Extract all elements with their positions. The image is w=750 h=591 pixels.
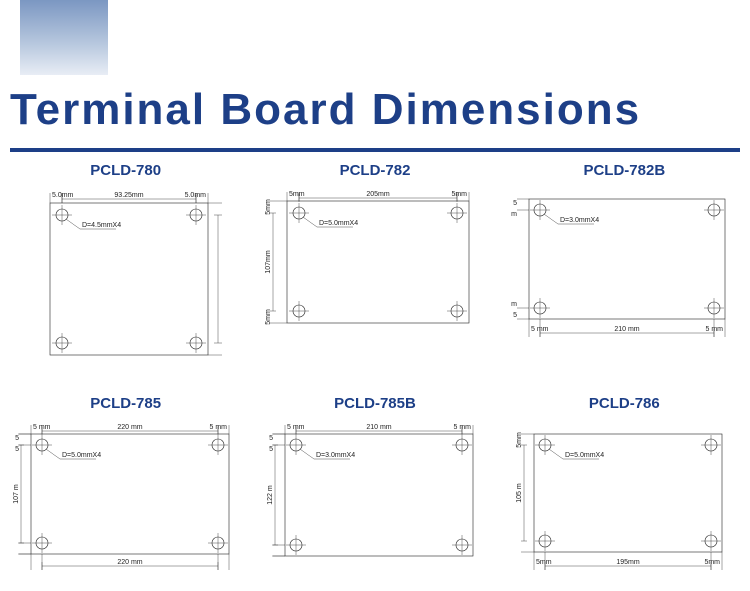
- board-cell: PCLD-785 220 mm 5 mm 5 mm 220 mm 107 m 5 5 D=5…: [10, 395, 241, 570]
- svg-text:5mm: 5mm: [265, 309, 272, 325]
- svg-text:m: m: [511, 211, 517, 218]
- svg-text:5: 5: [15, 435, 19, 442]
- svg-text:5mm: 5mm: [705, 559, 721, 566]
- svg-text:5.0mm: 5.0mm: [184, 192, 206, 199]
- board-title: PCLD-786: [589, 395, 660, 412]
- board-diagram: 93.25mm 5.0mm 5.0mm 104.25mm 5.0mm 5.0mm D=4.…: [26, 187, 226, 367]
- svg-text:D=3.0mmX4: D=3.0mmX4: [316, 452, 355, 459]
- svg-text:5: 5: [269, 446, 273, 453]
- svg-text:5.0mm: 5.0mm: [224, 198, 226, 220]
- svg-text:5mm: 5mm: [289, 191, 305, 198]
- svg-text:104.25mm: 104.25mm: [224, 262, 226, 295]
- svg-text:205mm: 205mm: [366, 191, 390, 198]
- svg-text:D=4.5mmX4: D=4.5mmX4: [82, 222, 121, 229]
- svg-text:D=5.0mmX4: D=5.0mmX4: [62, 452, 101, 459]
- page-title: Terminal Board Dimensions: [10, 85, 641, 135]
- svg-text:105 m: 105 m: [516, 483, 523, 503]
- svg-text:5mm: 5mm: [516, 432, 523, 448]
- svg-text:5 mm: 5 mm: [453, 424, 471, 431]
- svg-text:107mm: 107mm: [265, 250, 272, 274]
- svg-text:220 mm: 220 mm: [117, 424, 142, 431]
- decor-block: [20, 0, 108, 75]
- svg-text:5: 5: [513, 200, 517, 207]
- svg-text:5mm: 5mm: [536, 559, 552, 566]
- svg-text:5 mm: 5 mm: [209, 424, 227, 431]
- svg-text:5 mm: 5 mm: [287, 424, 305, 431]
- board-cell: PCLD-782B 210 mm 5 mm 5 mm 5 m m 5 D=3.0mmX4: [509, 162, 740, 367]
- board-title: PCLD-782: [340, 162, 411, 179]
- svg-text:D=5.0mmX4: D=5.0mmX4: [565, 452, 604, 459]
- board-cell: PCLD-780 93.25mm 5.0mm 5.0mm 104.25mm 5.0mm 5…: [10, 162, 241, 367]
- board-title: PCLD-785: [90, 395, 161, 412]
- svg-text:D=3.0mmX4: D=3.0mmX4: [560, 217, 599, 224]
- svg-text:5mm: 5mm: [265, 199, 272, 215]
- svg-text:D=5.0mmX4: D=5.0mmX4: [319, 220, 358, 227]
- svg-text:5.0mm: 5.0mm: [224, 338, 226, 360]
- board-diagram: 210 mm 5 mm 5 mm 122 m 5 5 D=3.0mmX4: [265, 420, 485, 570]
- board-diagram: 210 mm 5 mm 5 mm 5 m m 5 D=3.0mmX4: [509, 187, 739, 337]
- board-title: PCLD-780: [90, 162, 161, 179]
- board-diagram: 220 mm 5 mm 5 mm 220 mm 107 m 5 5 D=5.0mmX4: [11, 420, 241, 570]
- title-rule: [10, 148, 740, 152]
- board-title: PCLD-785B: [334, 395, 416, 412]
- svg-text:5: 5: [269, 435, 273, 442]
- svg-text:5 mm: 5 mm: [531, 326, 549, 333]
- svg-text:5 mm: 5 mm: [33, 424, 51, 431]
- svg-text:5: 5: [15, 446, 19, 453]
- svg-text:195mm: 195mm: [617, 559, 641, 566]
- board-cell: PCLD-785B 210 mm 5 mm 5 mm 122 m 5 5 D=3.0mmX…: [259, 395, 490, 570]
- svg-text:5: 5: [513, 312, 517, 319]
- board-grid: PCLD-780 93.25mm 5.0mm 5.0mm 104.25mm 5.0mm 5…: [10, 162, 740, 570]
- board-diagram: 205mm 5mm 5mm 107mm 5mm 5mm D=5.0mmX4: [265, 187, 485, 337]
- board-title: PCLD-782B: [583, 162, 665, 179]
- svg-text:5.0mm: 5.0mm: [52, 192, 74, 199]
- svg-text:210 mm: 210 mm: [615, 326, 640, 333]
- svg-text:220 mm: 220 mm: [117, 559, 142, 566]
- svg-text:5mm: 5mm: [451, 191, 467, 198]
- board-diagram: 195mm 5mm 5mm 105 m 5mm D=5.0mmX4: [514, 420, 734, 570]
- board-cell: PCLD-782 205mm 5mm 5mm 107mm 5mm 5mm D=5.0mmX…: [259, 162, 490, 367]
- svg-text:122 m: 122 m: [267, 485, 274, 505]
- svg-text:m: m: [511, 301, 517, 308]
- svg-text:5 mm: 5 mm: [706, 326, 724, 333]
- svg-text:107 m: 107 m: [13, 484, 20, 504]
- svg-text:210 mm: 210 mm: [366, 424, 391, 431]
- board-cell: PCLD-786 195mm 5mm 5mm 105 m 5mm D=5.0mmX4: [509, 395, 740, 570]
- svg-text:93.25mm: 93.25mm: [114, 192, 143, 199]
